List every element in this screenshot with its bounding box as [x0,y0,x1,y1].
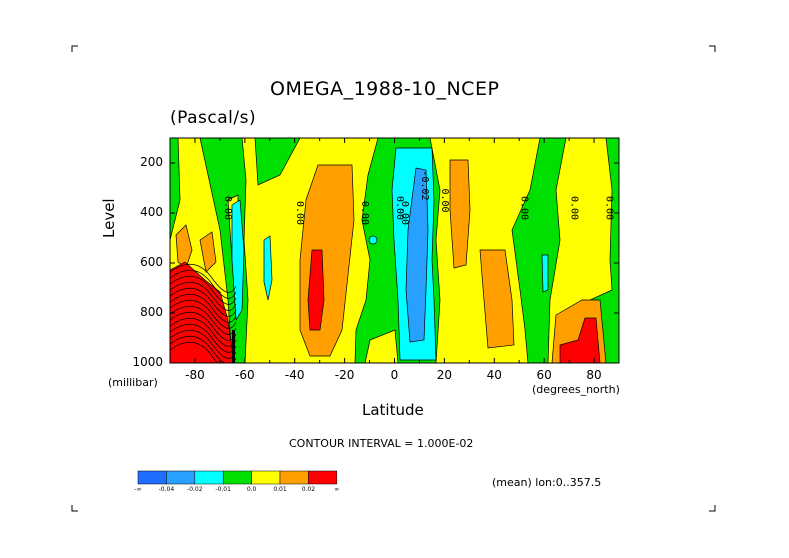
mean-info: (mean) lon:0..357.5 [492,476,602,489]
contour-label: 0.00 [439,188,450,212]
region-cyan [231,199,245,322]
contour-line [170,324,237,353]
colorbar-label: -∞ [134,486,142,493]
contour-label: 0.00 [519,196,530,220]
contour-line [170,312,237,341]
contour-label: 0.00 [394,196,405,220]
chart-title: OMEGA_1988-10_NCEP [270,78,500,100]
contour-line [170,294,237,323]
x-tick-label: -80 [185,368,205,382]
colorbar-swatch [166,470,196,485]
contour-line [170,306,237,335]
x-tick-label: 40 [486,368,502,382]
y-tick-label: 200 [140,155,163,169]
region-red [170,261,235,363]
x-tick-label: 0 [390,368,399,382]
contour-label: 0.00 [399,201,410,225]
x-tick-label: 20 [436,368,453,382]
x-tick-label: -20 [334,368,355,382]
crop-mark [71,45,78,52]
x-tick-label: -40 [284,368,305,382]
colorbar [137,470,338,485]
contour-line [232,330,235,363]
contour-label: 0.00 [294,201,305,225]
colorbar-label: ∞ [334,486,340,493]
colorbar-label: -0.01 [215,486,231,493]
crop-mark [709,505,716,512]
contour-label: 0.00 [569,196,580,220]
y-tick-label: 800 [140,305,163,319]
contour-label: -0.02 [419,170,430,200]
contour-line [170,300,237,329]
contour-label: 0.00 [604,196,615,220]
y-tick-label: 1000 [132,355,163,369]
contour-label: 0.00 [359,201,370,225]
colorbar-swatch [194,470,224,485]
region-orange [175,224,193,269]
contour-labels: 0.00 0.00 0.00 0.000.00-0.02 0.00 0.00 0.00 0.0… [222,170,615,225]
region-red [307,249,325,331]
contour-line [170,276,237,305]
region-cyan [263,235,273,301]
colorbar-swatch [137,470,167,485]
contour-line [170,318,237,347]
contour-interval: CONTOUR INTERVAL = 1.000E-02 [289,437,474,450]
region-cyan [368,235,378,245]
colorbar-swatch [279,470,309,485]
x-tick-label: 60 [536,368,552,382]
contour-line [170,282,237,311]
contour-line [170,336,237,363]
colorbar-label: -0.04 [158,486,175,493]
x-axis-units: (degrees_north) [532,383,620,396]
crop-marks [71,45,716,512]
colorbar-label: 0.0 [246,486,257,493]
colorbar-label: -0.02 [187,486,203,493]
contour-line [170,270,237,299]
contour-line [170,288,237,317]
colorbar-label: 0.02 [301,486,316,493]
colorbar-swatch [222,470,252,485]
region-yellow [364,329,399,363]
contour-line [170,264,237,293]
contour-field [170,138,619,363]
colorbar-swatch [251,470,281,485]
tick-marks [169,138,620,364]
crop-mark [71,505,78,512]
region-cyan [541,254,549,293]
colorbar-swatch [308,470,338,485]
region-red [559,317,601,363]
region-orange [449,159,471,269]
y-axis-units: (millibar) [108,376,158,389]
x-tick-label: 80 [586,368,602,382]
contour-label: 0.00 [222,196,233,220]
y-tick-label: 400 [140,205,163,219]
region-orange [199,231,217,273]
colorbar-label: 0.01 [273,486,287,493]
crop-mark [709,45,716,52]
region-blue [405,167,429,343]
contour-line [170,330,237,359]
contour-line [170,342,219,363]
x-tick-label: -60 [235,368,255,382]
y-tick-label: 600 [140,255,163,269]
region-orange [479,249,515,349]
x-axis-label: Latitude [362,401,424,419]
chart-units: (Pascal/s) [170,108,257,128]
